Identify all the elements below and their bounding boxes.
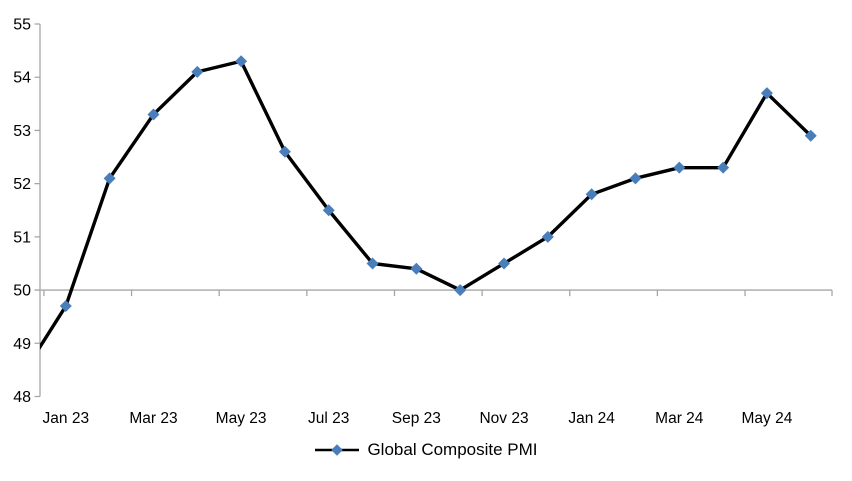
pmi-line	[40, 59, 813, 350]
data-point-marker	[804, 129, 817, 142]
data-point-marker	[541, 230, 554, 243]
data-point-marker	[410, 262, 423, 275]
y-tick-label: 48	[13, 389, 31, 406]
data-point-marker	[498, 257, 511, 270]
y-axis	[34, 23, 41, 398]
x-tick-label: Nov 23	[479, 410, 528, 427]
data-point-marker	[673, 161, 686, 174]
data-point-marker	[717, 161, 730, 174]
data-point-marker	[191, 65, 204, 78]
y-tick-label: 53	[13, 123, 31, 140]
data-point-marker	[454, 284, 467, 297]
y-tick-label: 54	[13, 70, 31, 87]
y-tick-label: 52	[13, 176, 31, 193]
data-point-marker	[147, 108, 160, 121]
data-point-marker	[629, 172, 642, 185]
x-tick-label: Jan 23	[43, 410, 90, 427]
y-tick-label: 50	[13, 283, 31, 300]
data-point-marker	[322, 204, 335, 217]
data-point-marker	[16, 369, 28, 381]
data-point-marker	[103, 172, 116, 185]
data-point-marker	[585, 188, 598, 201]
x-tick-label: Sep 23	[392, 410, 441, 427]
y-tick-label: 55	[13, 17, 31, 34]
legend: Global Composite PMI	[0, 440, 852, 460]
legend-label: Global Composite PMI	[367, 440, 538, 459]
x-tick-label: Jan 24	[568, 410, 615, 427]
data-point-marker	[235, 55, 248, 68]
y-tick-label: 51	[13, 229, 31, 246]
y-tick-label: 49	[13, 336, 31, 353]
x-axis	[40, 289, 833, 297]
x-tick-label: Jul 23	[308, 410, 349, 427]
data-point-marker	[366, 257, 379, 270]
x-tick-label: Mar 23	[129, 410, 177, 427]
x-tick-label: May 24	[742, 410, 793, 427]
chart-plot-area: 55 54 53 52 51 50 49 48 Jan 23 Mar 23 May 23 Jul 23…	[13, 17, 833, 427]
data-point-marker	[59, 300, 72, 313]
x-tick-label: May 23	[216, 410, 267, 427]
x-tick-label: Mar 24	[655, 410, 704, 427]
legend-marker-icon	[315, 444, 360, 456]
data-point-marker	[760, 87, 773, 100]
data-point-marker	[278, 145, 291, 158]
